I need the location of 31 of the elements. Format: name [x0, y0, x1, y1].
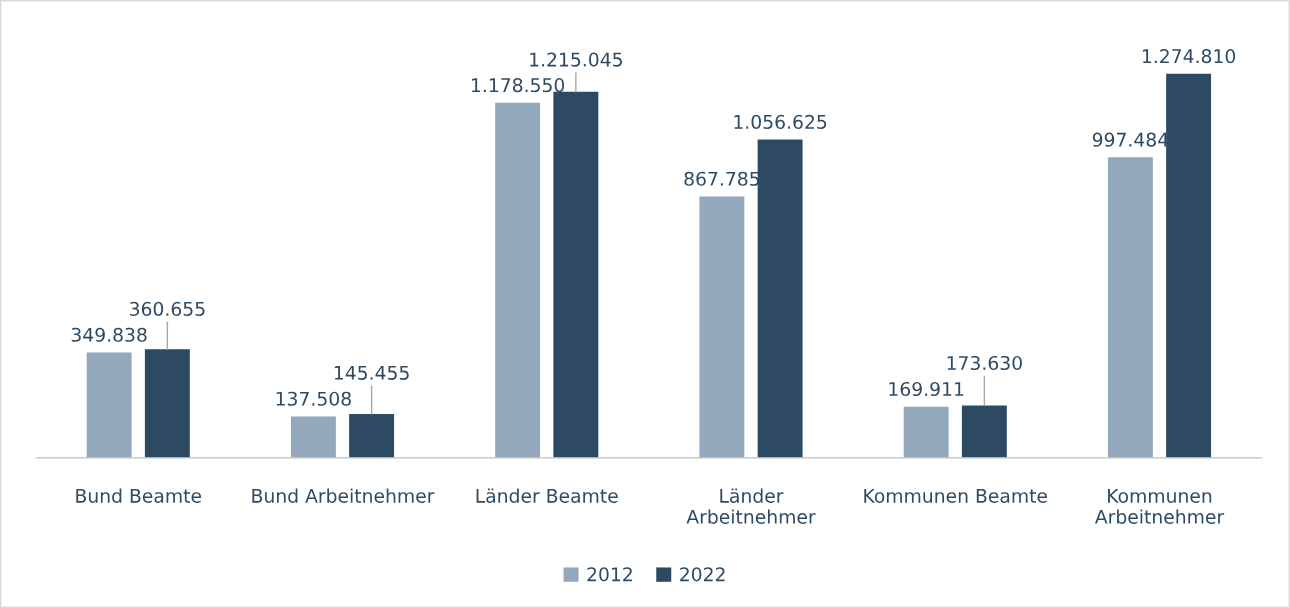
data-label: 1.274.810 [1142, 49, 1236, 64]
x-tick-label: Länder Beamte [476, 488, 618, 503]
data-label: 867.785 [684, 171, 760, 186]
bar [144, 349, 190, 458]
data-label: 1.056.625 [734, 114, 827, 129]
bar [699, 196, 745, 458]
bar [1107, 157, 1153, 458]
x-tick-label: Kommunen Arbeitnehmer [1094, 488, 1225, 524]
bar [961, 405, 1007, 458]
data-label: 360.655 [130, 301, 205, 316]
x-tick-label: Bund Arbeitnehmer [252, 488, 435, 503]
x-tick-label: Bund Beamte [76, 488, 202, 503]
bar [903, 406, 949, 458]
data-label: 145.455 [334, 365, 409, 380]
bar [553, 91, 599, 458]
bar [290, 416, 336, 458]
data-label: 349.838 [71, 327, 147, 342]
x-tick-label: Kommunen Beamte [864, 488, 1048, 503]
bar [349, 414, 395, 458]
data-label: 1.215.045 [530, 52, 622, 67]
bar [86, 352, 132, 458]
data-label: 169.911 [889, 381, 964, 397]
legend-label: 2022 [680, 567, 725, 582]
x-tick-label: Länder Arbeitnehmer [686, 488, 816, 524]
bar [757, 139, 803, 458]
data-label: 1.178.550 [471, 78, 565, 93]
bar [495, 102, 541, 458]
data-label: 137.508 [276, 391, 351, 406]
data-label: 173.630 [947, 355, 1022, 371]
bar [1166, 73, 1212, 458]
legend-label: 2012 [587, 567, 632, 582]
